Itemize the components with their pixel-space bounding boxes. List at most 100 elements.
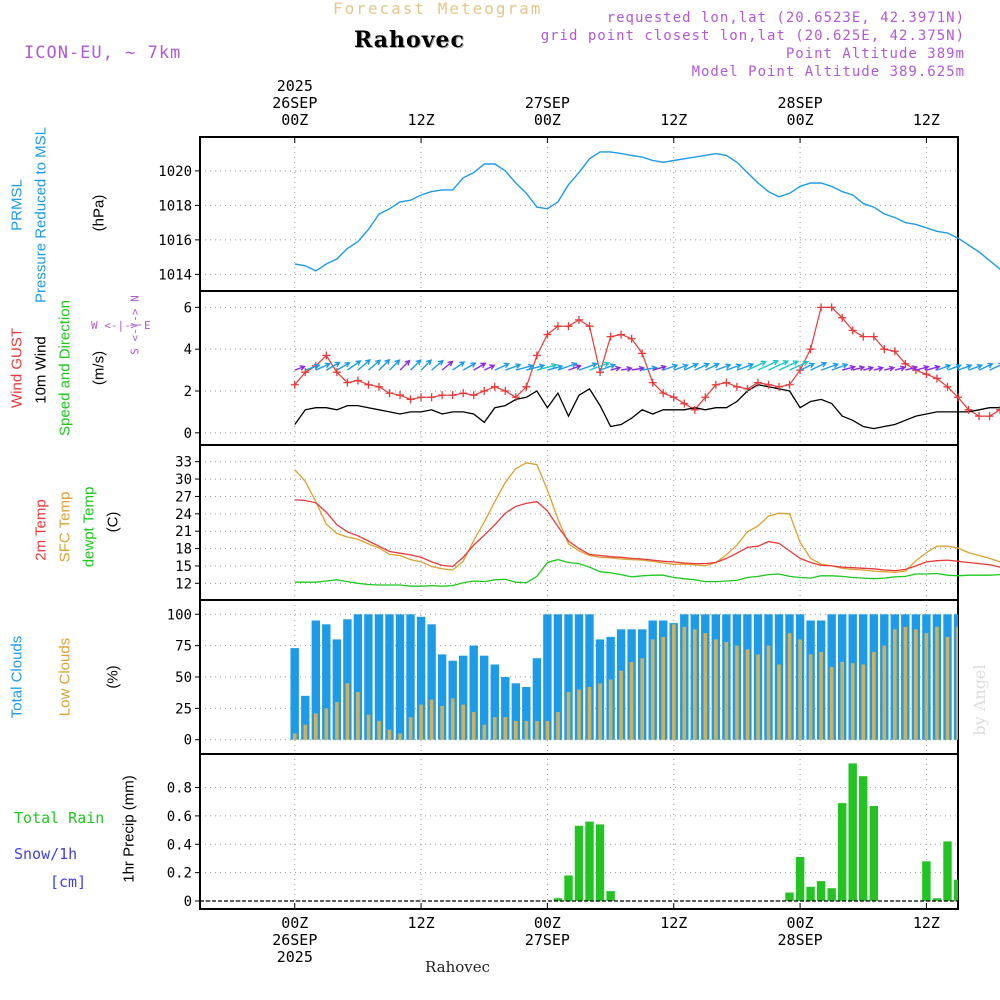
low-clouds-bar bbox=[893, 629, 897, 740]
total-clouds-bar bbox=[532, 658, 542, 740]
wind-arrow bbox=[599, 363, 617, 371]
wind-arrow bbox=[726, 363, 743, 371]
precip-bar bbox=[595, 824, 605, 901]
gust-point bbox=[954, 393, 962, 402]
wind-arrow bbox=[568, 364, 582, 371]
wind-arrow bbox=[968, 363, 984, 371]
wind-arrow bbox=[620, 366, 633, 372]
precip-bar bbox=[838, 803, 847, 901]
y-tick-label: 100 bbox=[167, 607, 192, 623]
wind-arrow bbox=[589, 361, 611, 371]
low-clouds-bar bbox=[335, 702, 339, 740]
low-clouds-bar bbox=[724, 641, 729, 740]
wind-arrow bbox=[547, 364, 564, 371]
time-tick-label: 12Z bbox=[912, 111, 940, 129]
total-clouds-bar bbox=[427, 624, 436, 740]
precip-bar bbox=[932, 898, 942, 901]
panel-frame-pressure bbox=[199, 136, 959, 292]
precip-bar bbox=[869, 806, 878, 901]
wind-arrow bbox=[926, 364, 941, 371]
wind-arrow bbox=[652, 364, 667, 371]
time-tick-label: 00Z bbox=[533, 914, 561, 932]
y-tick-label: 1020 bbox=[158, 164, 192, 180]
low-clouds-bar bbox=[535, 720, 539, 740]
gust-point bbox=[869, 332, 878, 341]
y-tick-label: 75 bbox=[175, 639, 192, 655]
low-clouds-bar bbox=[408, 717, 413, 740]
snow-label: Snow/1h bbox=[14, 845, 78, 863]
precip-bar bbox=[785, 892, 794, 901]
low-clouds-bar bbox=[672, 624, 676, 740]
gust-point bbox=[796, 366, 805, 375]
gust-point bbox=[575, 315, 583, 324]
requested-coords: requested lon,lat (20.6523E, 42.3971N) bbox=[606, 10, 965, 26]
time-tick-label: 00Z bbox=[281, 914, 309, 932]
low-clouds-bar bbox=[356, 692, 360, 740]
wind-arrow bbox=[452, 361, 466, 371]
gust-point bbox=[290, 380, 299, 389]
wind-arrow bbox=[936, 363, 952, 371]
gust-point bbox=[501, 387, 510, 395]
footer-location: Rahovec bbox=[425, 958, 491, 976]
gust-point bbox=[617, 330, 626, 339]
wind-arrow bbox=[820, 362, 840, 371]
total-rain-label: Total Rain bbox=[14, 809, 105, 827]
wind-arrow bbox=[536, 363, 558, 371]
gust-point bbox=[638, 349, 647, 358]
time-tick-label: 00Z bbox=[786, 111, 814, 129]
wind-arrow bbox=[957, 363, 973, 371]
wind-arrow bbox=[357, 358, 372, 371]
low-clouds-bar bbox=[840, 661, 844, 740]
pressure-line bbox=[294, 151, 1000, 272]
y-tick-label: 1018 bbox=[158, 198, 192, 214]
low-clouds-bar bbox=[735, 645, 739, 740]
total-clouds-bar bbox=[564, 614, 573, 740]
gust-point bbox=[806, 345, 815, 354]
gust-point bbox=[417, 393, 426, 402]
gust-point bbox=[627, 334, 636, 343]
wind-arrow bbox=[873, 365, 885, 372]
precip-bar bbox=[816, 881, 826, 901]
gust-point bbox=[364, 380, 373, 389]
gust-point bbox=[838, 313, 847, 322]
low-clouds-bar bbox=[293, 733, 297, 740]
wind-line bbox=[294, 384, 1000, 430]
y-tick-label: 0 bbox=[184, 733, 192, 749]
y-tick-label: 1014 bbox=[158, 267, 192, 283]
low-clouds-bar bbox=[850, 663, 855, 740]
low-clouds-bar bbox=[829, 667, 834, 740]
y-tick-label: 50 bbox=[175, 670, 192, 686]
gust-point bbox=[669, 393, 678, 402]
wind-arrow bbox=[789, 360, 810, 371]
low-clouds-bar bbox=[387, 729, 392, 740]
total-clouds-bar bbox=[543, 614, 552, 740]
low-clouds-bar bbox=[935, 626, 939, 740]
total-clouds-bar bbox=[343, 619, 352, 740]
gust-point bbox=[859, 332, 868, 341]
location-title: Rahovec bbox=[354, 27, 465, 53]
wind-arrow bbox=[378, 358, 391, 371]
gust-point bbox=[932, 374, 941, 383]
y-tick-label: 0.8 bbox=[167, 781, 192, 797]
precip-bar bbox=[848, 763, 857, 901]
wind-arrow bbox=[473, 362, 487, 371]
wind-arrow bbox=[863, 365, 875, 372]
low-clouds-bar bbox=[303, 724, 308, 740]
grid-point-coords: grid point closest lon,lat (20.625E, 42.… bbox=[540, 28, 965, 44]
gust-point bbox=[827, 303, 836, 312]
time-tick-label: 28SEP bbox=[777, 931, 823, 949]
low-clouds-bar bbox=[314, 713, 318, 740]
low-clouds-bar bbox=[556, 712, 560, 740]
y-tick-label: 0.4 bbox=[167, 837, 192, 853]
low-clouds-bar bbox=[808, 654, 813, 740]
wind-arrow bbox=[894, 365, 907, 372]
low-clouds-bar bbox=[798, 639, 802, 740]
low-clouds-bar bbox=[524, 720, 529, 740]
wind-arrow bbox=[684, 362, 699, 371]
total-clouds-bar bbox=[364, 614, 373, 740]
gust-point bbox=[680, 399, 689, 408]
dewpt-line bbox=[294, 558, 1000, 587]
wind-arrow bbox=[831, 363, 849, 371]
y-tick-label: 0.2 bbox=[167, 866, 192, 882]
